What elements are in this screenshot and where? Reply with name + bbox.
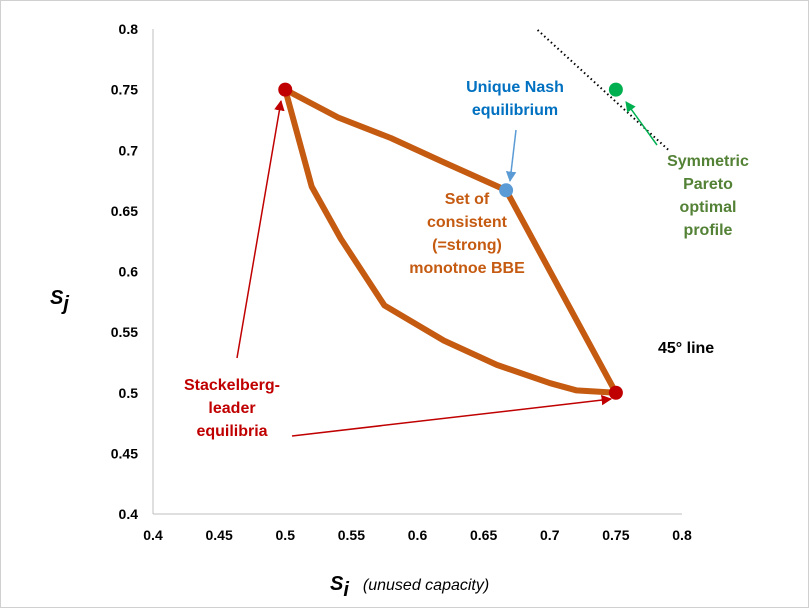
x-tick-label: 0.55 <box>338 527 365 543</box>
y-axis-label: Sj <box>50 287 69 315</box>
stackelberg-label: Stackelberg-leader equilibria <box>184 377 280 440</box>
x-tick-label: 0.6 <box>408 527 428 543</box>
stackelberg-2-point <box>608 385 623 400</box>
pareto-arrow <box>625 101 658 146</box>
nash-equilibrium-label: Unique Nash equilibrium <box>466 79 564 119</box>
y-tick-label: 0.7 <box>119 142 139 158</box>
x-tick-label: 0.75 <box>602 527 629 543</box>
x-tick-label: 0.8 <box>672 527 692 543</box>
x-tick-label: 0.5 <box>276 527 296 543</box>
y-tick-label: 0.5 <box>119 385 139 401</box>
bbe-set-label: Set of consistent (=strong) monotnoe BBE <box>409 191 525 277</box>
45-degree-line-label: 45° line <box>658 340 714 357</box>
y-tick-labels: 0.4 0.45 0.5 0.55 0.6 0.65 0.7 0.75 0.8 <box>111 21 138 522</box>
y-tick-label: 0.4 <box>119 506 139 522</box>
stackelberg-1-point <box>278 82 293 97</box>
x-tick-labels: 0.4 0.45 0.5 0.55 0.6 0.65 0.7 0.75 0.8 <box>143 527 692 543</box>
x-axis-label: Si (unused capacity) <box>330 573 489 601</box>
x-tick-label: 0.4 <box>143 527 163 543</box>
plot-area <box>152 29 682 515</box>
y-tick-label: 0.55 <box>111 324 138 340</box>
pareto-point <box>608 82 623 97</box>
x-tick-label: 0.65 <box>470 527 497 543</box>
bbe-set-boundary <box>282 86 619 396</box>
y-tick-label: 0.65 <box>111 203 138 219</box>
x-tick-label: 0.45 <box>206 527 233 543</box>
pareto-label: Symmetric Pareto optimal profile <box>667 153 749 239</box>
nash-point <box>499 183 514 198</box>
x-tick-label: 0.7 <box>540 527 560 543</box>
y-tick-label: 0.75 <box>111 82 138 98</box>
y-tick-label: 0.6 <box>119 264 139 280</box>
y-tick-label: 0.45 <box>111 445 138 461</box>
nash-arrow <box>505 129 517 183</box>
stackelberg-arrow-right <box>291 394 613 437</box>
y-tick-label: 0.8 <box>119 21 139 37</box>
stackelberg-arrow-up <box>236 99 285 359</box>
